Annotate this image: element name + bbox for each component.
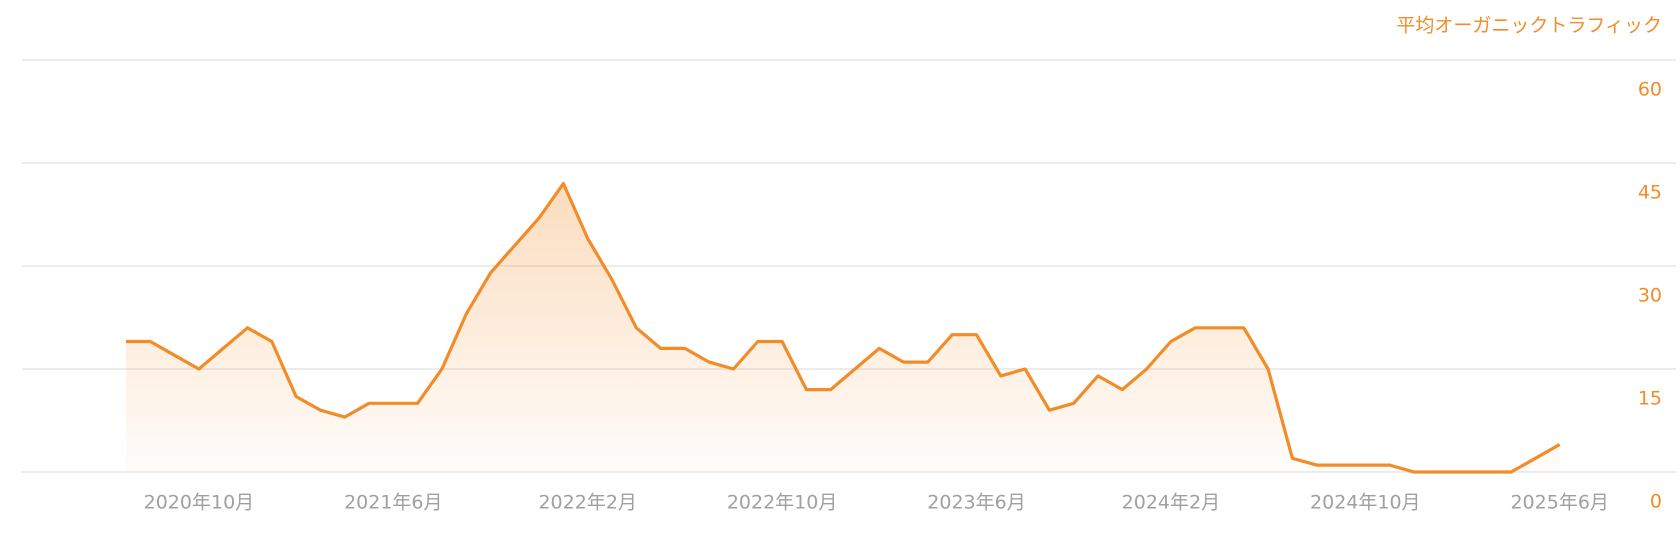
y-tick-label: 60 [1638,79,1662,101]
y-tick-label: 0 [1650,491,1662,513]
x-tick-label: 2023年6月 [927,492,1025,514]
x-tick-label: 2024年2月 [1122,492,1220,514]
area [126,183,1560,472]
x-tick-label: 2021年6月 [344,492,442,514]
y-tick-label: 30 [1638,285,1662,307]
x-tick-label: 2022年2月 [538,492,636,514]
line [126,182,1561,474]
y-tick-label: 15 [1638,388,1662,410]
y-tick-label: 45 [1638,182,1662,204]
x-tick-label: 2024年10月 [1310,492,1421,514]
x-tick-label: 2022年10月 [727,492,838,514]
axis-title: 平均オーガニックトラフィック [1396,15,1662,37]
x-tick-label: 2020年10月 [144,492,255,514]
x-tick-label: 2025年6月 [1510,492,1608,514]
